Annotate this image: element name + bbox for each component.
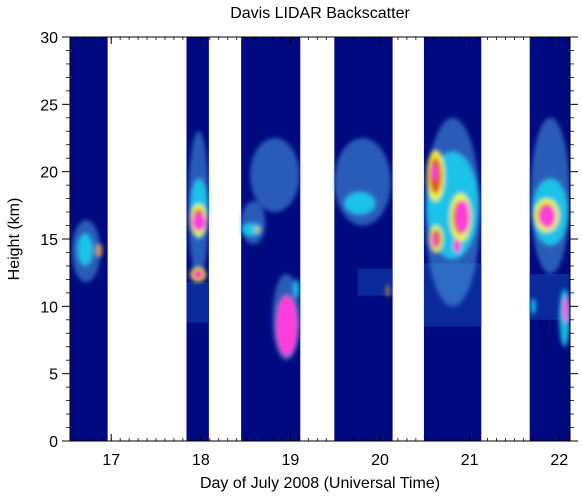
backscatter-peak-9: [193, 272, 203, 279]
y-tick-label: 20: [40, 165, 58, 182]
backscatter-medium-12: [241, 222, 262, 237]
y-tick-label: 0: [49, 434, 58, 451]
observation-intervals: [70, 37, 570, 441]
y-tick-label: 10: [40, 299, 58, 316]
y-axis-label: Height (km): [6, 198, 23, 281]
x-tick-label: 19: [282, 452, 300, 469]
y-axis: 0 5 10 15 20 25 30: [40, 30, 578, 451]
x-tick-label: 18: [192, 452, 210, 469]
x-tick-label: 17: [102, 452, 120, 469]
backscatter-peak-38: [562, 296, 569, 323]
y-tick-label: 5: [49, 367, 58, 384]
backscatter-medium-17: [293, 279, 300, 299]
backscatter-peak-27: [432, 233, 437, 248]
backscatter-core-13: [255, 227, 260, 232]
x-tick-label: 21: [461, 452, 479, 469]
backscatter-peak-35: [539, 205, 556, 229]
backscatter-light-11: [241, 201, 266, 245]
x-axis: 17 18 19 20 21 22: [74, 37, 569, 469]
backscatter-peak-29: [456, 199, 470, 234]
x-axis-label: Day of July 2008 (Universal Time): [200, 475, 440, 492]
backscatter-medium-19: [344, 191, 376, 215]
backscatter-medium-2: [77, 233, 94, 266]
chart-title: Davis LIDAR Backscatter: [230, 5, 410, 22]
y-tick-label: 30: [40, 30, 58, 47]
backscatter-peak-7: [191, 213, 207, 231]
observation-interval-4: [334, 37, 393, 441]
x-tick-label: 20: [371, 452, 389, 469]
lower-layers: [186, 263, 570, 327]
y-tick-label: 25: [40, 97, 58, 114]
x-tick-label: 22: [550, 452, 568, 469]
lower-layer-10: [186, 282, 209, 323]
backscatter-peak-30: [453, 239, 461, 253]
backscatter-peak-16: [276, 295, 298, 357]
backscatter-medium-36: [530, 298, 536, 315]
backscatter-peak-25: [432, 163, 438, 182]
backscatter-features: [71, 117, 570, 361]
y-tick-label: 15: [40, 232, 58, 249]
no-data-background: [70, 37, 570, 441]
backscatter-core-21: [386, 286, 389, 296]
backscatter-light-14: [250, 138, 300, 213]
plot-area: [70, 37, 570, 441]
backscatter-core-3: [96, 246, 102, 255]
